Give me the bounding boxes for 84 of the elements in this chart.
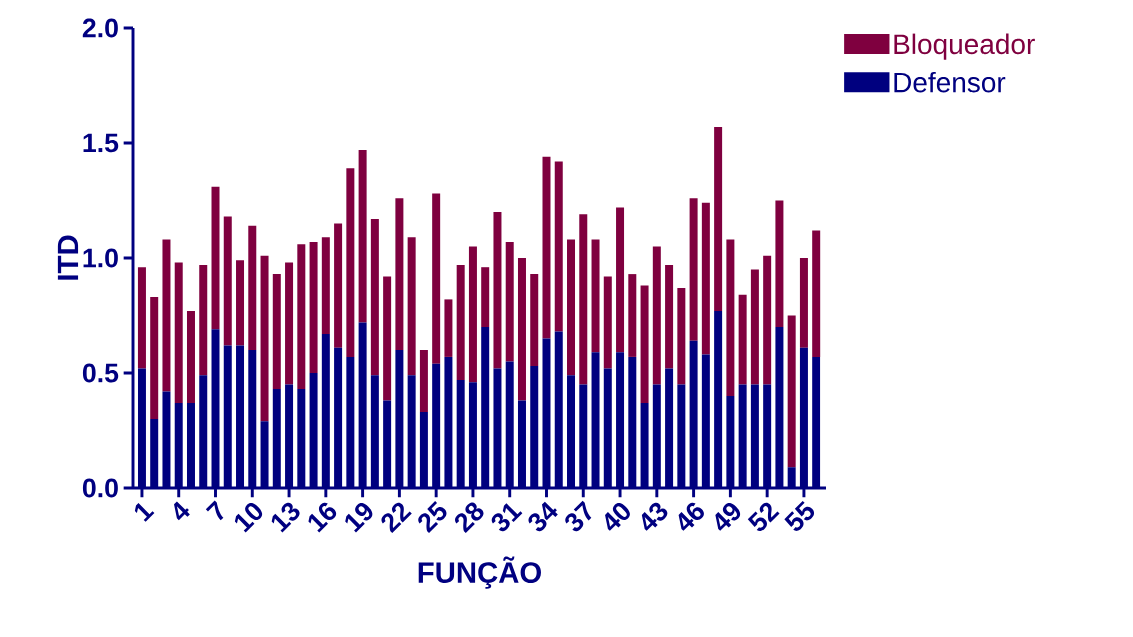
x-tick-label: 34 — [528, 501, 558, 532]
bar — [493, 212, 502, 369]
bar — [174, 262, 183, 403]
bar — [591, 239, 600, 353]
bar — [554, 161, 563, 332]
bar — [689, 198, 698, 341]
bar — [726, 239, 735, 396]
x-tick-label: 7 — [205, 500, 224, 521]
bar — [297, 244, 306, 390]
bar — [579, 214, 588, 385]
bar — [321, 237, 330, 334]
legend-label: Bloqueador — [894, 33, 1035, 60]
bar — [665, 264, 674, 369]
x-tick-label: 55 — [784, 500, 815, 531]
bar — [248, 225, 257, 350]
bar — [616, 207, 625, 353]
y-tick-label: 1.5 — [83, 133, 119, 153]
bar — [395, 198, 404, 350]
y-tick-label: 1.0 — [83, 248, 118, 268]
x-tick-label: 28 — [455, 502, 484, 534]
bar — [567, 239, 576, 376]
bar — [358, 149, 367, 323]
y-axis-title: ITD — [57, 235, 79, 280]
x-tick-label: 10 — [234, 503, 263, 533]
bar — [370, 218, 379, 376]
bar — [199, 264, 208, 376]
x-tick-label: 40 — [605, 503, 630, 531]
bar — [542, 156, 551, 339]
bar — [530, 274, 539, 367]
bar — [517, 258, 526, 401]
bar — [223, 216, 232, 346]
bar — [211, 186, 220, 330]
bar — [677, 287, 686, 385]
bar — [652, 246, 661, 385]
x-tick-label: 46 — [678, 502, 704, 531]
bar — [738, 294, 747, 385]
x-tick-label: 31 — [491, 503, 523, 532]
bar — [640, 285, 649, 403]
bar — [456, 264, 465, 380]
bar — [812, 230, 821, 357]
x-tick-label: 1 — [134, 503, 155, 522]
x-tick-label: 19 — [345, 502, 373, 533]
bar — [309, 241, 318, 373]
bar — [419, 350, 428, 413]
bar — [137, 267, 146, 369]
bar — [701, 202, 710, 355]
bar — [505, 241, 514, 362]
bar — [407, 237, 416, 376]
bar — [162, 239, 171, 392]
bar — [628, 274, 637, 357]
x-tick-label: 37 — [565, 500, 592, 532]
bar — [775, 200, 784, 327]
bar — [272, 274, 281, 390]
bar — [603, 276, 612, 369]
x-tick-label: 25 — [418, 501, 447, 534]
legend-label: Defensor — [894, 71, 1006, 93]
x-tick-label: 13 — [271, 502, 300, 533]
bar — [383, 276, 392, 401]
bar — [346, 168, 355, 357]
x-tick-label: 16 — [308, 502, 337, 533]
bar — [236, 260, 245, 346]
bar — [334, 223, 343, 348]
bar — [186, 310, 195, 403]
x-tick-label: 52 — [747, 502, 780, 532]
bar — [444, 299, 453, 357]
bar — [799, 258, 808, 348]
bar — [468, 246, 477, 383]
y-tick-label: 0.5 — [82, 363, 119, 383]
y-tick-label: 0.0 — [82, 478, 118, 498]
x-tick-label: 22 — [381, 502, 412, 534]
bar — [787, 315, 796, 468]
x-tick-label: 43 — [641, 502, 668, 531]
x-tick-label: 49 — [715, 502, 741, 531]
bar — [714, 126, 723, 311]
x-tick-label: 4 — [174, 501, 190, 521]
bar — [481, 267, 490, 327]
bar — [285, 262, 294, 385]
y-tick-label: 2.0 — [82, 18, 118, 38]
bar — [260, 255, 269, 422]
x-axis-title: FUNÇÃO — [418, 556, 541, 589]
bar — [432, 193, 441, 364]
bar — [763, 255, 772, 385]
bar — [150, 297, 159, 419]
bar — [750, 269, 759, 385]
